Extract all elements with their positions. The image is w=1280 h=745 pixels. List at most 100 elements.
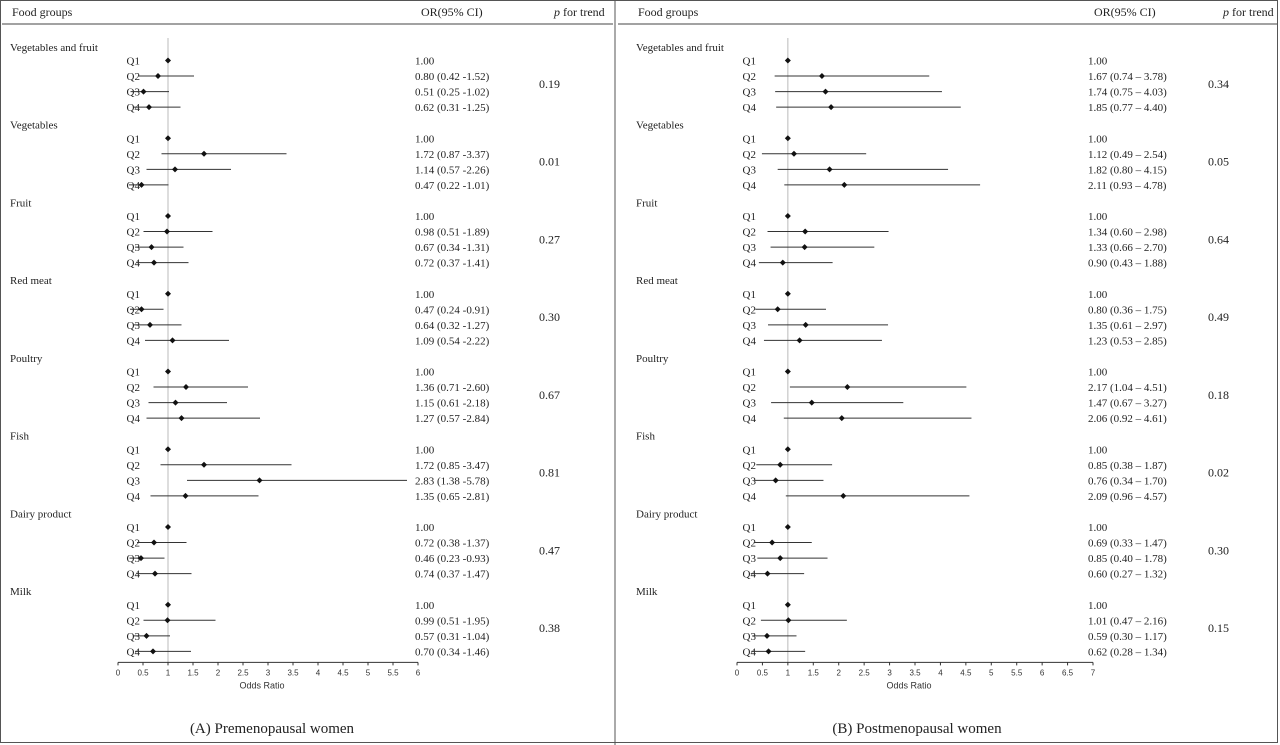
or-point [796,337,803,344]
quartile-label: Q4 [743,335,757,347]
or-ci-value: 1.82 (0.80 – 4.15) [1088,164,1167,176]
header-for-trend: for trend [1229,5,1274,19]
p-trend-value: 0.67 [539,388,560,402]
p-trend-value: 0.27 [539,232,560,246]
or-point [165,290,171,297]
quartile-label: Q2 [743,227,756,239]
quartile-label: Q1 [127,367,140,379]
or-point [165,601,171,608]
header-p-for-trend: p for trend [1222,5,1274,19]
or-ci-value: 0.72 (0.37 -1.41) [415,258,490,270]
or-point [769,539,776,546]
group-label: Milk [10,586,32,598]
or-ci-value: 0.99 (0.51 -1.95) [415,615,490,627]
panel-caption: (A) Premenopausal women [190,721,355,737]
or-ci-value: 0.47 (0.22 -1.01) [415,180,490,192]
or-ci-value: 1.00 [415,56,435,68]
x-tick-label: 5.5 [1011,668,1023,677]
or-point [147,321,153,328]
quartile-label: Q3 [743,87,757,99]
or-ci-value: 2.11 (0.93 – 4.78) [1088,180,1167,192]
quartile-label: Q4 [743,102,757,114]
or-ci-value: 0.72 (0.38 -1.37) [415,538,490,550]
x-tick-label: 1 [166,668,171,677]
quartile-label: Q1 [743,367,756,379]
or-ci-value: 1.35 (0.65 -2.81) [415,491,490,503]
x-tick-label: 2 [836,668,841,677]
quartile-label: Q2 [743,304,756,316]
or-point [777,461,784,468]
or-ci-value: 1.00 [415,367,435,379]
quartile-label: Q4 [127,646,141,658]
group-label: Vegetables [636,120,684,132]
group-label: Vegetables and fruit [636,42,724,54]
or-point [838,415,845,422]
or-point [172,399,179,406]
or-ci-value: 1.00 [1088,367,1108,379]
x-tick-label: 5 [989,668,994,677]
or-point [150,648,156,655]
or-point [182,492,189,499]
or-ci-value: 0.85 (0.38 – 1.87) [1088,460,1167,472]
x-tick-label: 6 [1040,668,1045,677]
or-point [143,632,150,639]
quartile-label: Q2 [127,71,140,83]
x-tick-label: 1.5 [187,668,199,677]
quartile-label: Q2 [743,538,756,550]
x-tick-label: 4 [316,668,321,677]
or-ci-value: 1.14 (0.57 -2.26) [415,164,490,176]
or-point [828,104,835,111]
or-ci-value: 0.51 (0.25 -1.02) [415,87,490,99]
quartile-label: Q1 [743,56,756,68]
or-ci-value: 0.59 (0.30 – 1.17) [1088,631,1167,643]
p-trend-value: 0.02 [1208,466,1229,480]
quartile-label: Q1 [127,211,140,223]
x-tick-label: 3.5 [287,668,299,677]
or-ci-value: 1.00 [1088,133,1108,145]
or-ci-value: 1.27 (0.57 -2.84) [415,413,490,425]
quartile-label: Q4 [127,180,141,192]
or-point [164,228,170,235]
or-point [844,384,851,391]
quartile-label: Q4 [127,335,141,347]
quartile-label: Q1 [127,133,140,145]
quartile-label: Q2 [743,615,756,627]
or-point [802,321,809,328]
or-point [138,306,145,313]
quartile-label: Q2 [127,615,140,627]
group-label: Dairy product [636,508,697,520]
p-trend-value: 0.30 [1208,543,1229,557]
group-label: Fruit [636,197,657,209]
x-tick-label: 5 [366,668,371,677]
or-ci-value: 1.00 [415,600,435,612]
group-label: Poultry [636,353,669,365]
header-food-groups: Food groups [12,5,73,19]
or-point [165,57,171,64]
x-tick-label: 0 [735,668,740,677]
quartile-label: Q2 [127,304,140,316]
quartile-label: Q3 [743,553,757,565]
x-tick-label: 4.5 [337,668,349,677]
header-or-ci: OR(95% CI) [421,5,483,19]
or-point [165,213,171,219]
x-tick-label: 0 [116,668,121,677]
quartile-label: Q3 [127,320,141,332]
header-p-for-trend: p for trend [553,5,605,19]
group-label: Vegetables [10,120,58,132]
quartile-label: Q2 [743,71,756,83]
group-label: Fish [636,431,655,443]
group-label: Red meat [636,275,678,287]
quartile-label: Q4 [127,491,141,503]
p-trend-value: 0.19 [539,77,560,91]
or-ci-value: 1.00 [1088,444,1108,456]
quartile-label: Q4 [127,413,141,425]
x-tick-label: 3.5 [909,668,921,677]
quartile-label: Q1 [743,289,756,301]
quartile-label: Q1 [743,133,756,145]
or-point [818,73,825,80]
quartile-label: Q3 [743,398,757,410]
quartile-label: Q4 [743,258,757,270]
p-trend-value: 0.01 [539,155,560,169]
quartile-label: Q1 [743,444,756,456]
